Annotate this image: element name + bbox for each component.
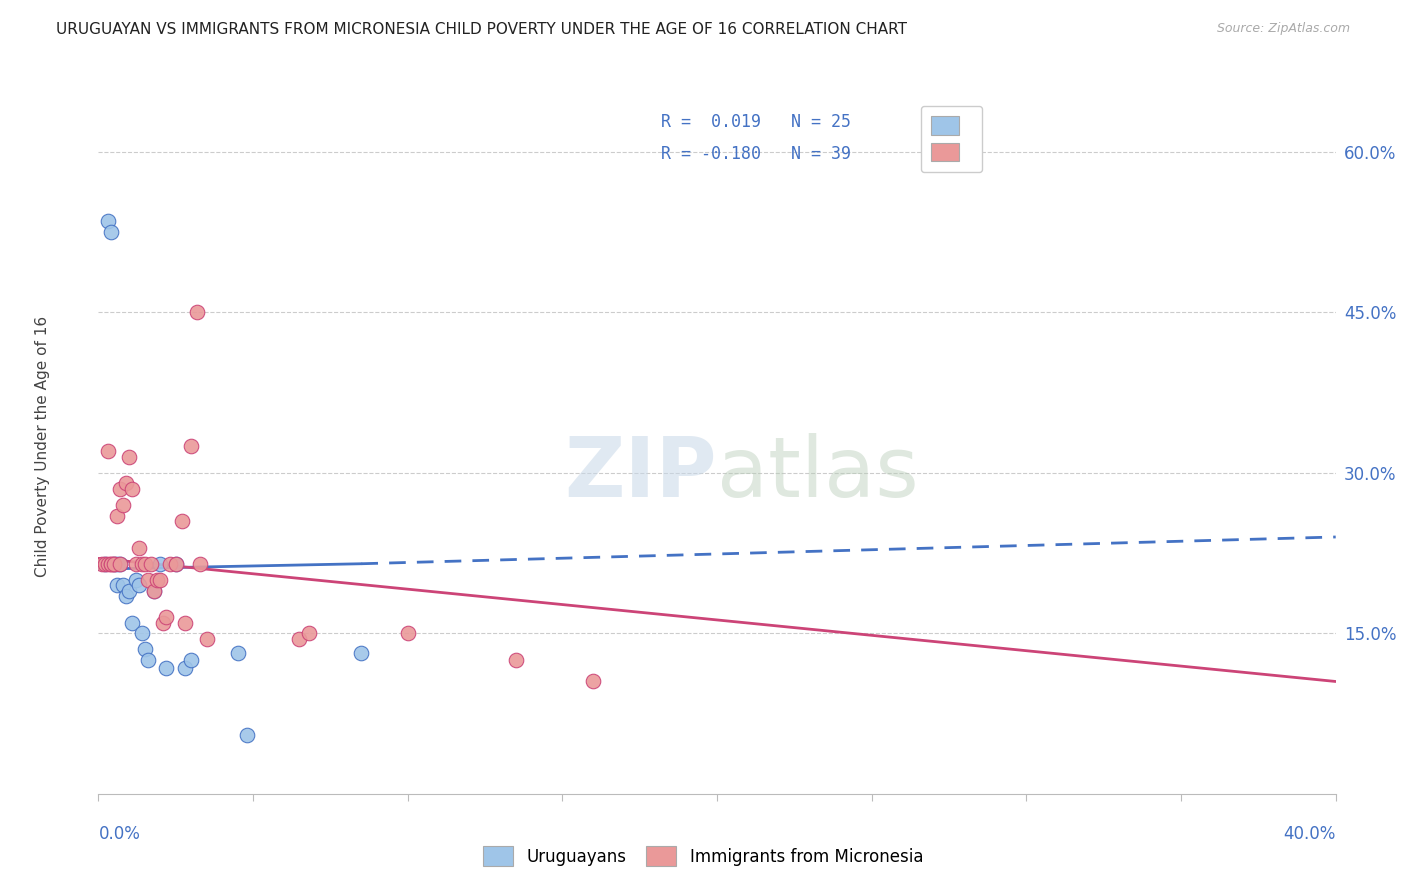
Point [149,573,172,587]
Point [112,578,135,592]
Point [226,646,249,660]
Point [180,653,202,667]
Point [105,557,128,571]
Point [143,583,166,598]
Point [124,573,146,587]
Point [159,557,181,571]
Point [134,557,156,571]
Text: 40.0%: 40.0% [1284,825,1336,843]
Text: URUGUAYAN VS IMMIGRANTS FROM MICRONESIA CHILD POVERTY UNDER THE AGE OF 16 CORREL: URUGUAYAN VS IMMIGRANTS FROM MICRONESIA … [56,22,907,37]
Point [90,557,112,571]
Point [124,557,146,571]
Point [93,557,115,571]
Point [170,514,193,528]
Text: ZIP: ZIP [565,434,717,515]
Point [112,498,135,512]
Point [108,557,131,571]
Point [103,557,125,571]
Point [103,557,125,571]
Point [97,214,120,228]
Point [108,557,131,571]
Point [108,482,131,496]
Point [103,557,125,571]
Point [100,225,122,239]
Point [298,626,321,640]
Point [97,557,120,571]
Text: 0.0%: 0.0% [98,825,141,843]
Point [155,610,177,624]
Text: atlas: atlas [717,434,918,515]
Point [190,557,212,571]
Point [505,653,527,667]
Point [143,583,166,598]
Point [121,615,143,630]
Point [139,557,162,571]
Point [128,541,150,555]
Point [146,573,169,587]
Point [131,626,153,640]
Text: R =  0.019   N = 25: R = 0.019 N = 25 [661,113,852,131]
Point [136,573,159,587]
Point [105,578,128,592]
Point [152,615,174,630]
Point [128,578,150,592]
Point [180,439,202,453]
Point [118,583,141,598]
Point [186,305,208,319]
Point [350,646,373,660]
Text: Source: ZipAtlas.com: Source: ZipAtlas.com [1216,22,1350,36]
Point [131,557,153,571]
Point [582,674,605,689]
Point [121,482,143,496]
Point [134,642,156,657]
Point [118,450,141,464]
Point [236,728,259,742]
Point [100,557,122,571]
Legend: , : , [921,106,981,172]
Point [195,632,218,646]
Point [100,557,122,571]
Point [165,557,187,571]
Point [149,557,172,571]
Point [396,626,419,640]
Point [174,615,197,630]
Point [288,632,311,646]
Point [136,653,159,667]
Point [105,508,128,523]
Point [97,444,120,458]
Point [165,557,187,571]
Text: R = -0.180   N = 39: R = -0.180 N = 39 [661,145,852,162]
Point [155,660,177,674]
Legend: Uruguayans, Immigrants from Micronesia: Uruguayans, Immigrants from Micronesia [475,838,931,875]
Point [115,476,138,491]
Text: Child Poverty Under the Age of 16: Child Poverty Under the Age of 16 [35,316,51,576]
Point [93,557,115,571]
Point [115,589,138,603]
Point [174,660,197,674]
